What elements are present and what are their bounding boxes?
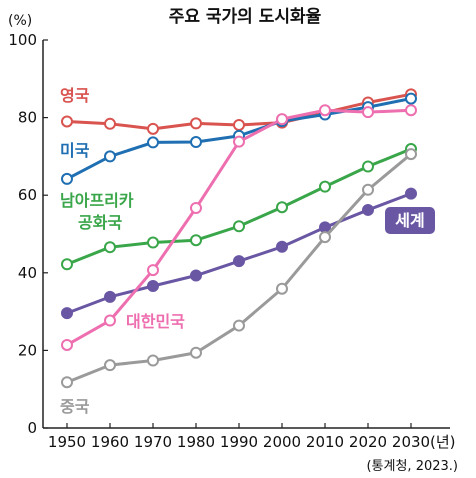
data-point [190, 117, 202, 130]
y-tick-label: 40 [18, 264, 37, 282]
data-point [362, 106, 374, 119]
series-label-box [385, 207, 435, 234]
series-line [65, 192, 413, 315]
data-point [190, 202, 202, 215]
x-axis-unit: (년) [430, 433, 456, 451]
data-point [233, 255, 245, 268]
data-point [319, 221, 331, 234]
chart-title: 주요 국가의 도시화율 [169, 7, 322, 27]
data-point [362, 203, 374, 216]
series-label: 중국 [60, 397, 90, 416]
data-point [190, 234, 202, 247]
data-point [190, 269, 202, 282]
data-point [147, 279, 159, 292]
y-tick-label: 60 [18, 186, 37, 204]
x-tick-label: 2030 [392, 433, 430, 451]
data-point [147, 136, 159, 149]
data-point [61, 115, 73, 128]
y-tick-label: 80 [18, 109, 37, 127]
x-tick-label: 2020 [349, 433, 387, 451]
series-4 [61, 104, 417, 351]
data-point [319, 104, 331, 117]
data-point [362, 160, 374, 173]
series-label: 미국 [60, 141, 90, 160]
x-tick-label: 2010 [306, 433, 344, 451]
source-note: (통계청, 2023.) [366, 459, 458, 474]
data-point [61, 172, 73, 185]
y-tick-label: 20 [18, 341, 37, 359]
data-point [233, 135, 245, 148]
data-point [276, 282, 288, 295]
data-point [319, 231, 331, 244]
data-point [147, 236, 159, 249]
data-point [319, 180, 331, 193]
data-point [147, 122, 159, 135]
data-point [147, 264, 159, 277]
data-point [61, 258, 73, 271]
data-point [233, 319, 245, 332]
data-point [405, 92, 417, 105]
y-tick-label: 100 [8, 31, 37, 49]
x-tick-label: 1960 [91, 433, 129, 451]
data-point [61, 376, 73, 389]
series-label: 영국 [60, 86, 90, 105]
data-point [276, 113, 288, 126]
series-label: 남아프리카 [60, 191, 134, 210]
data-point [190, 136, 202, 149]
data-point [362, 183, 374, 196]
data-point [233, 220, 245, 233]
data-point [61, 338, 73, 351]
data-point [104, 117, 116, 130]
data-point [405, 148, 417, 161]
x-tick-label: 1980 [177, 433, 215, 451]
data-point [276, 240, 288, 253]
data-point [104, 314, 116, 327]
y-axis-unit: (%) [8, 13, 32, 29]
series-5 [61, 148, 417, 389]
data-point [104, 150, 116, 163]
x-tick-label: 1990 [220, 433, 258, 451]
data-point [104, 359, 116, 372]
x-tick-label: 1950 [48, 433, 86, 451]
y-tick-label: 0 [27, 419, 37, 437]
x-tick-label: 1970 [134, 433, 172, 451]
data-point [405, 104, 417, 117]
data-point [190, 346, 202, 359]
data-point [405, 187, 417, 200]
x-tick-label: 2000 [263, 433, 301, 451]
data-point [233, 118, 245, 131]
series-label: 세계 [395, 211, 424, 230]
data-point [276, 201, 288, 214]
series-3 [61, 187, 417, 320]
series-line [65, 152, 413, 384]
series-2 [61, 143, 417, 271]
data-point [147, 354, 159, 367]
data-point [104, 241, 116, 254]
series-label: 공화국 [78, 213, 122, 232]
series-label: 대한민국 [126, 312, 185, 331]
data-point [61, 307, 73, 320]
data-point [104, 290, 116, 303]
